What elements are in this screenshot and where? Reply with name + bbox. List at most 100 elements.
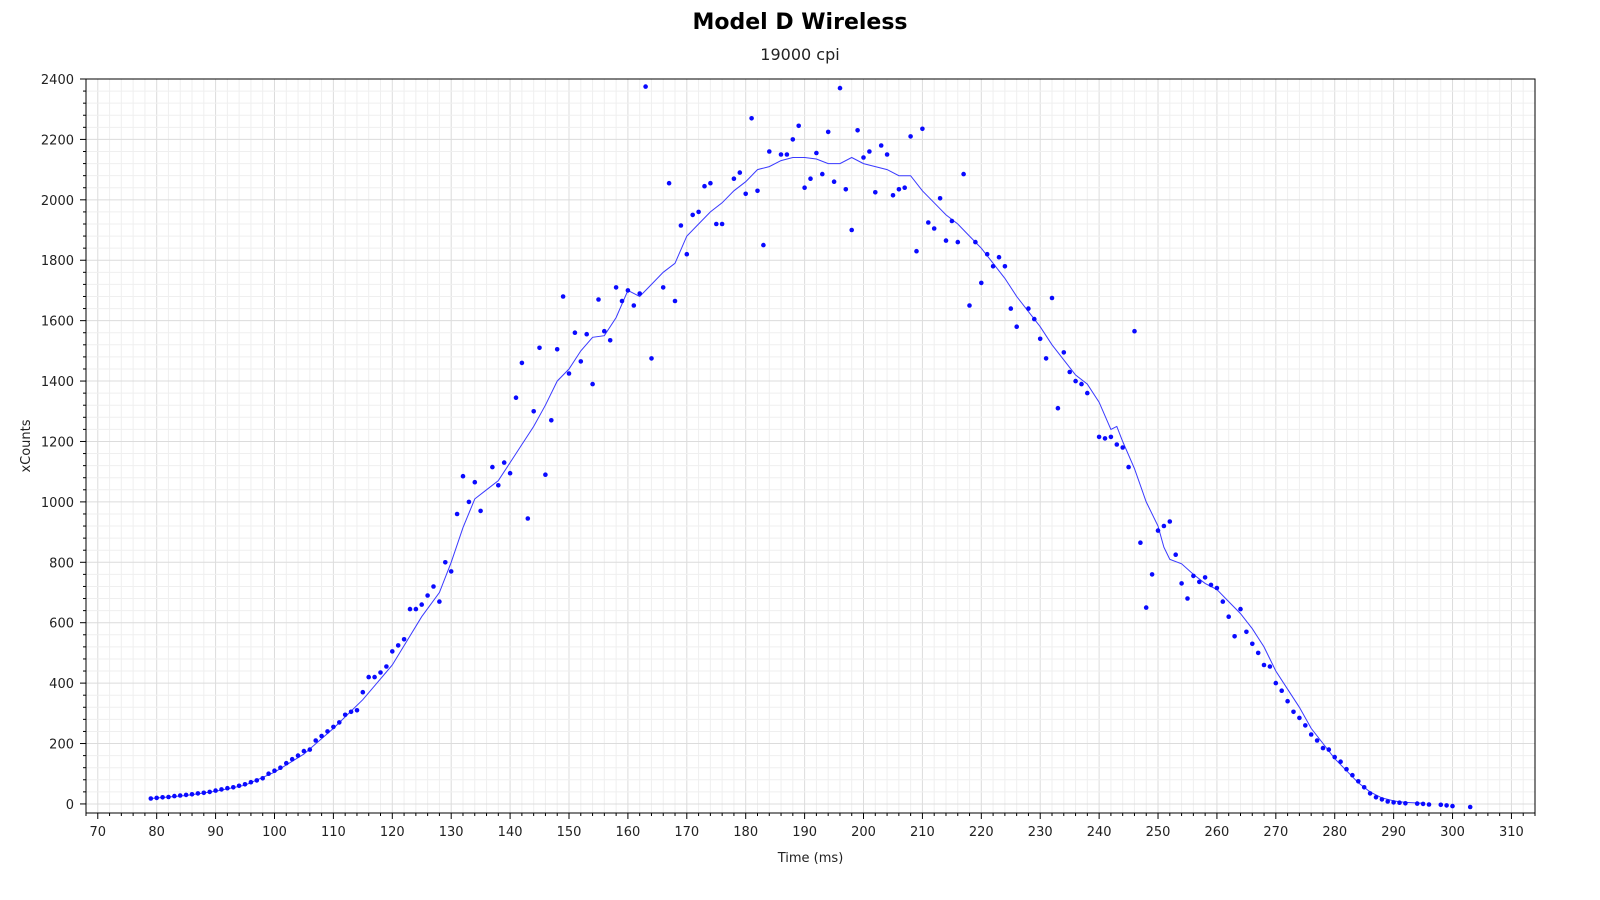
y-tick-label: 2400 — [41, 73, 74, 88]
data-point — [195, 791, 201, 796]
data-point — [696, 209, 701, 215]
data-point — [472, 479, 478, 485]
data-point — [1467, 804, 1473, 810]
y-tick-label: 400 — [49, 677, 74, 692]
data-point — [1026, 306, 1031, 311]
y-tick-label: 200 — [49, 738, 74, 753]
data-point — [378, 670, 383, 675]
data-point — [714, 221, 719, 227]
y-axis-label: xCounts — [19, 419, 34, 472]
data-point — [1149, 572, 1155, 577]
plot-frame — [85, 78, 1536, 814]
data-point — [708, 180, 713, 186]
data-point — [1073, 378, 1078, 384]
x-tick-label: 300 — [1440, 825, 1465, 840]
data-point — [1356, 779, 1361, 784]
data-point — [289, 756, 295, 762]
data-point — [166, 794, 171, 800]
data-point — [1138, 540, 1143, 545]
chart-title: Model D Wireless — [692, 10, 908, 35]
data-point — [1061, 350, 1067, 355]
y-tick-label: 800 — [49, 556, 74, 571]
data-point — [496, 483, 501, 488]
data-point — [825, 129, 831, 135]
data-point — [637, 291, 642, 296]
data-point — [325, 729, 330, 734]
data-point — [525, 516, 531, 521]
data-point — [625, 288, 631, 293]
x-tick-label: 100 — [262, 825, 287, 840]
data-point — [1303, 723, 1308, 728]
data-point — [225, 785, 230, 791]
data-point — [1426, 802, 1432, 807]
data-point — [596, 297, 601, 302]
x-tick-label: 310 — [1499, 825, 1524, 840]
data-point — [490, 464, 495, 470]
data-point — [702, 183, 707, 189]
data-point — [1414, 801, 1420, 806]
data-point — [1385, 799, 1390, 804]
data-point — [808, 176, 813, 181]
data-point — [961, 171, 966, 177]
data-point — [372, 674, 377, 680]
data-point-layer — [148, 84, 1473, 810]
x-tick-label: 230 — [1028, 825, 1053, 840]
data-point — [1002, 264, 1008, 269]
data-point — [248, 779, 254, 785]
data-point — [183, 792, 189, 798]
data-point — [1173, 552, 1178, 557]
data-point — [1244, 629, 1249, 635]
data-point — [395, 643, 401, 648]
data-point — [649, 356, 654, 361]
data-point — [1085, 390, 1090, 396]
data-point — [560, 294, 566, 299]
data-point — [955, 239, 961, 245]
y-tick-label: 0 — [66, 798, 74, 813]
x-tick-label: 70 — [90, 825, 107, 840]
data-point — [1049, 295, 1055, 301]
data-point — [837, 85, 843, 91]
data-point — [943, 238, 949, 243]
data-point — [301, 748, 307, 754]
data-point — [984, 251, 990, 257]
data-point — [1179, 581, 1184, 586]
data-point — [1232, 634, 1237, 639]
x-axis-label: Time (ms) — [777, 851, 844, 866]
data-point — [873, 190, 878, 195]
data-point — [867, 149, 872, 154]
data-point — [749, 116, 754, 121]
data-point — [284, 760, 289, 766]
x-tick-label: 240 — [1087, 825, 1112, 840]
data-point — [231, 785, 236, 790]
data-point — [1238, 606, 1243, 612]
data-point — [337, 720, 342, 725]
x-tick-label: 150 — [557, 825, 582, 840]
data-point — [1332, 754, 1337, 760]
data-point — [1285, 698, 1290, 704]
data-point — [1220, 599, 1226, 604]
data-point — [802, 185, 807, 190]
data-point — [973, 239, 978, 245]
data-point — [631, 303, 637, 308]
data-point — [207, 789, 212, 795]
data-point — [1326, 747, 1332, 752]
x-tick-label: 290 — [1381, 825, 1406, 840]
data-point — [619, 298, 625, 304]
data-point — [348, 709, 354, 715]
data-point — [354, 708, 360, 713]
data-point — [914, 248, 919, 254]
data-point — [678, 223, 684, 228]
data-point — [931, 226, 937, 231]
data-point — [731, 176, 737, 181]
data-point — [967, 303, 972, 308]
data-point — [1161, 523, 1167, 529]
data-point — [219, 787, 224, 792]
data-point — [1255, 650, 1261, 656]
data-point — [861, 155, 866, 160]
data-point — [1120, 445, 1125, 450]
data-point — [790, 137, 796, 142]
data-point — [690, 212, 695, 218]
data-point — [855, 128, 860, 133]
x-tick-label: 260 — [1205, 825, 1230, 840]
smoothed-line-layer — [150, 156, 1424, 804]
